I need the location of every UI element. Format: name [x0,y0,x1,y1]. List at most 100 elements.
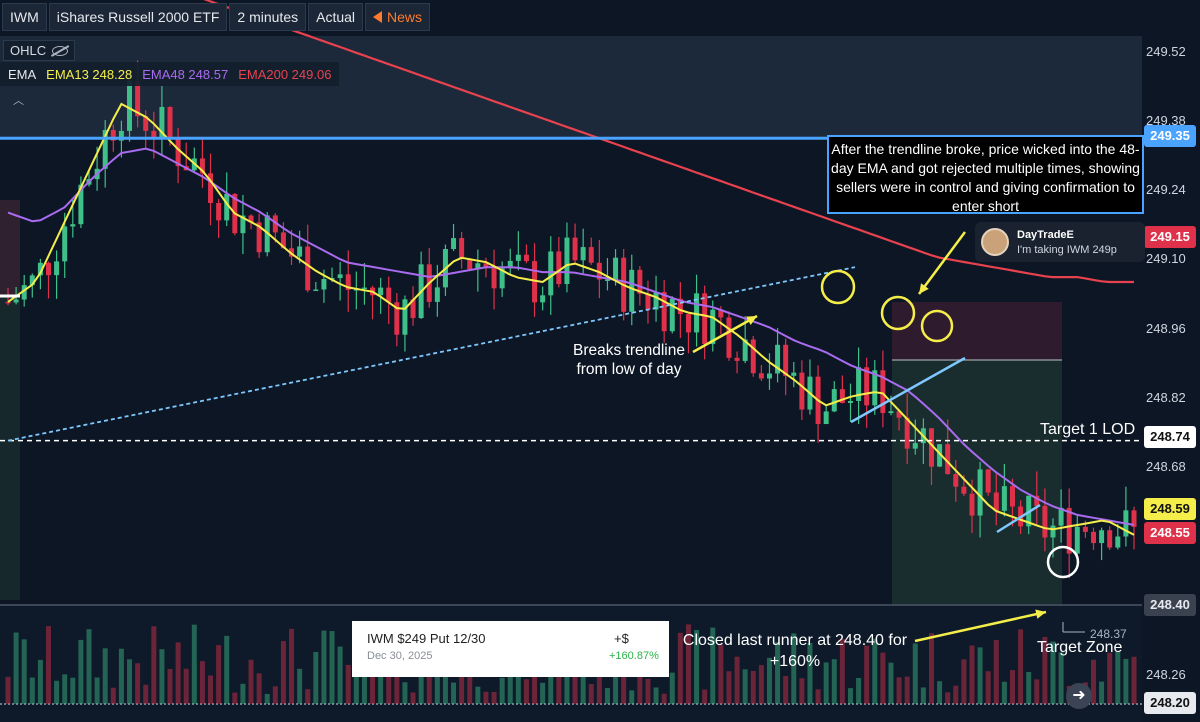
avatar [981,228,1009,256]
social-post-card[interactable]: DayTradeE I'm taking IWM 249p [975,222,1145,262]
candle-body [742,339,748,361]
volume-bar [475,686,481,704]
volume-bar [823,662,829,704]
risk-zone [892,302,1062,360]
interval-button[interactable]: 2 minutes [229,3,307,31]
candle-body [783,344,789,376]
volume-bar [888,662,894,704]
candle-body [661,292,667,332]
candle-body [856,367,862,401]
volume-bar [418,666,424,704]
candle-body [937,444,943,467]
candle-body [459,238,465,259]
candle-body [434,287,440,302]
candle-body [127,81,133,131]
volume-bar [1026,671,1032,704]
candle-body [475,263,481,270]
volume-bar [977,647,983,704]
candle-body [410,299,416,319]
eye-hidden-icon[interactable] [52,45,69,56]
candle-body [1082,526,1088,532]
candle-body [588,247,594,263]
candle-body [208,173,214,203]
candle-body [1107,530,1113,548]
candle-body [726,317,732,358]
volume-bar [289,628,295,704]
volume-bar [321,630,327,704]
ema-legend[interactable]: EMA EMA13 248.28 EMA48 248.57 EMA200 249… [0,62,340,86]
volume-bar [629,690,635,704]
scroll-right-icon[interactable]: ➜ [1066,683,1092,709]
candle-body [135,81,141,117]
candle-body [766,373,772,379]
candle-body [669,298,675,332]
candle-body [791,372,797,376]
volume-bar [232,692,238,704]
closed-runner-note: Closed last runner at 248.40 for +160% [670,630,920,672]
arrow-exit [914,610,1047,643]
candle-body [945,444,951,475]
volume-bar [459,658,465,704]
candle-body [37,262,43,276]
volume-bar [13,632,19,704]
closed-line-1: Closed last runner at 248.40 for [682,632,908,649]
volume-bar [483,691,489,704]
volume-bar [758,665,764,704]
short-trendline-1 [850,356,966,424]
ema48-line [7,147,1135,526]
volume-bar [297,668,303,704]
candle-body [548,251,554,296]
candle-body [143,116,149,131]
volume-bar [1050,641,1056,704]
price-tag-target1: 248.74 [1144,426,1196,448]
volume-bar [199,661,205,704]
candle-body [969,493,975,516]
candle-body [110,129,116,141]
volume-bar [799,678,805,704]
axis-tick: 248.26 [1146,667,1186,682]
volume-bar [685,624,691,704]
candle-body [1131,510,1137,527]
symbol-button[interactable]: IWM [2,3,47,31]
volume-bar [305,689,311,704]
volume-bar [78,639,84,704]
volume-bar [912,643,918,704]
collapse-chevron-icon[interactable]: ︿ [13,95,24,107]
volume-bar [742,669,748,704]
news-button[interactable]: News [365,3,431,31]
volume-bar [604,687,610,704]
volume-bar [1090,659,1096,704]
volume-bar [264,693,270,704]
volume-bar [1034,679,1040,704]
volume-bar [272,686,278,704]
arrow-rejection-head [919,283,929,294]
volume-bar [937,681,943,704]
volume-bar [151,626,157,704]
volume-bar [62,674,68,704]
volume-bar [191,624,197,704]
volume-bar [588,684,594,704]
volume-bar [434,666,440,704]
candle-body [62,226,68,262]
volume-bar [694,630,700,704]
volume-bar [920,687,926,704]
volume-bar [961,659,967,704]
trade-gain: +160.87% [609,650,659,662]
symbol-name[interactable]: iShares Russell 2000 ETF [48,3,228,31]
candle-body [1042,505,1048,538]
candle-body [224,193,230,221]
volume-bar [208,675,214,704]
candle-body [167,106,173,138]
ema48-value: EMA48 248.57 [142,66,229,82]
ohlc-legend[interactable]: OHLC [3,40,76,61]
mode-button[interactable]: Actual [308,3,364,31]
volume-bar [791,633,797,704]
candle-body [677,298,683,315]
trade-date: Dec 30, 2025 [367,650,433,662]
volume-bar [491,691,497,704]
volume-bar [872,638,878,704]
arrow-breaks-head [746,316,757,326]
volume-bar [224,635,230,704]
analysis-note: After the trendline broke, price wicked … [827,135,1144,214]
volume-bar [580,657,586,704]
